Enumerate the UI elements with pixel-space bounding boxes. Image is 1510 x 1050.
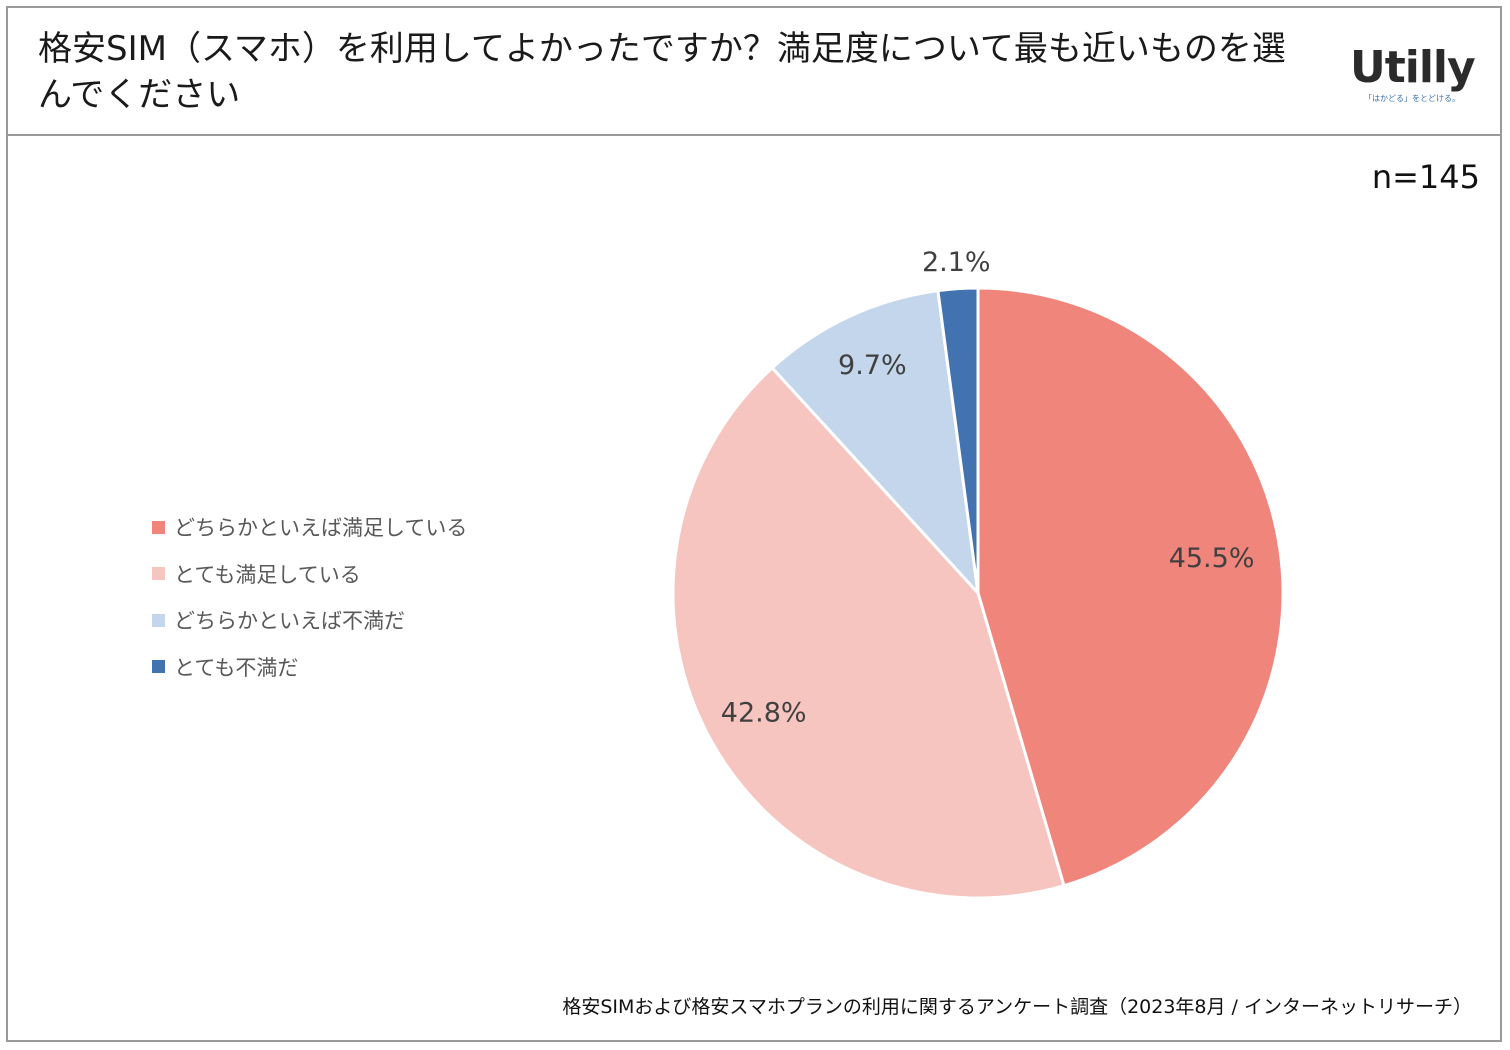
- pie-slice: [671, 365, 1066, 900]
- legend-swatch: [152, 613, 165, 627]
- utilly-logo: Utilly 「はかどる」をとどける。: [1350, 42, 1476, 104]
- logo-wordmark: Utilly: [1350, 42, 1476, 93]
- slice-value-label: 45.5%: [1169, 543, 1255, 574]
- legend-swatch: [152, 520, 165, 534]
- logo-tagline: 「はかどる」をとどける。: [1364, 94, 1460, 103]
- pie-slice: [770, 288, 981, 598]
- legend-label: どちらかといえば不満だ: [174, 609, 405, 634]
- legend-item: とても不満だ: [152, 644, 467, 691]
- legend-label: とても不満だ: [174, 655, 299, 680]
- legend-item: どちらかといえば満足している: [152, 504, 467, 551]
- slice-value-label: 42.8%: [721, 697, 807, 728]
- legend-item: とても満足している: [152, 551, 467, 598]
- slice-value-label: 2.1%: [922, 247, 991, 278]
- legend-swatch: [152, 567, 165, 581]
- chart-title: 格安SIM（スマホ）を利用してよかったですか？満足度について最も近いものを選んで…: [38, 29, 1286, 115]
- legend: どちらかといえば満足している とても満足している どちらかといえば不満だ とても…: [152, 504, 467, 690]
- source-note: 格安SIMおよび格安スマホプランの利用に関するアンケート調査（2023年8月 /…: [562, 996, 1472, 1018]
- chart-frame: 格安SIM（スマホ）を利用してよかったですか？満足度について最も近いものを選んで…: [6, 6, 1502, 1042]
- legend-label: どちらかといえば満足している: [174, 516, 468, 541]
- sample-size: n=145: [1371, 158, 1480, 196]
- header: 格安SIM（スマホ）を利用してよかったですか？満足度について最も近いものを選んで…: [8, 8, 1500, 136]
- pie-slice: [976, 286, 1285, 888]
- slice-value-label: 9.7%: [838, 350, 907, 381]
- pie-slice: [936, 286, 980, 594]
- legend-item: どちらかといえば不満だ: [152, 597, 467, 644]
- legend-label: とても満足している: [174, 562, 361, 587]
- legend-swatch: [152, 660, 165, 674]
